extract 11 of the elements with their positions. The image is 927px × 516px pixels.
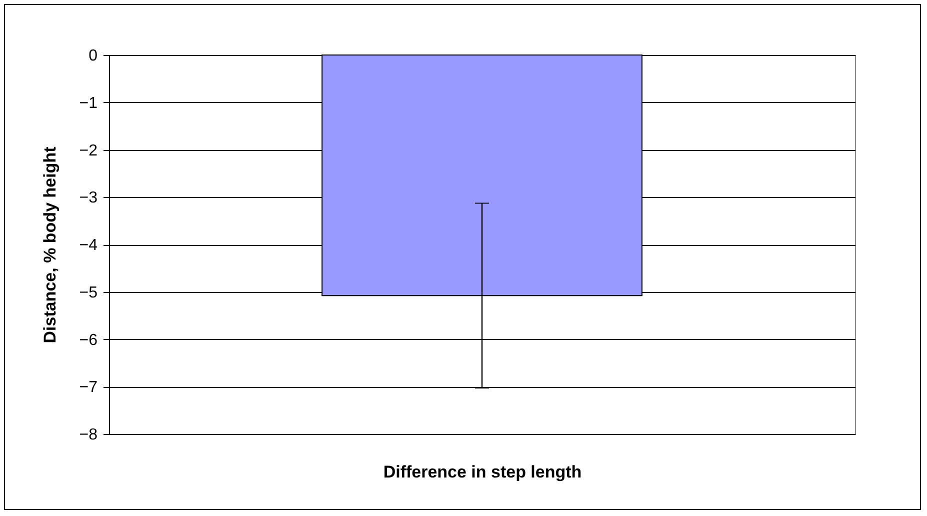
y-tick-label: 0: [88, 48, 98, 64]
x-axis-title: Difference in step length: [383, 462, 582, 482]
y-tick-label: −7: [79, 379, 98, 396]
y-tick-label: −2: [79, 142, 98, 160]
y-tick-label: −5: [79, 284, 98, 302]
y-tick-label: −6: [79, 332, 98, 349]
y-axis-title: Distance, % body height: [40, 146, 60, 344]
y-tick-label: −3: [79, 190, 98, 207]
y-tick-label: −8: [79, 426, 98, 444]
y-tick-label: −1: [79, 94, 98, 112]
y-tick-label: −4: [79, 237, 98, 254]
